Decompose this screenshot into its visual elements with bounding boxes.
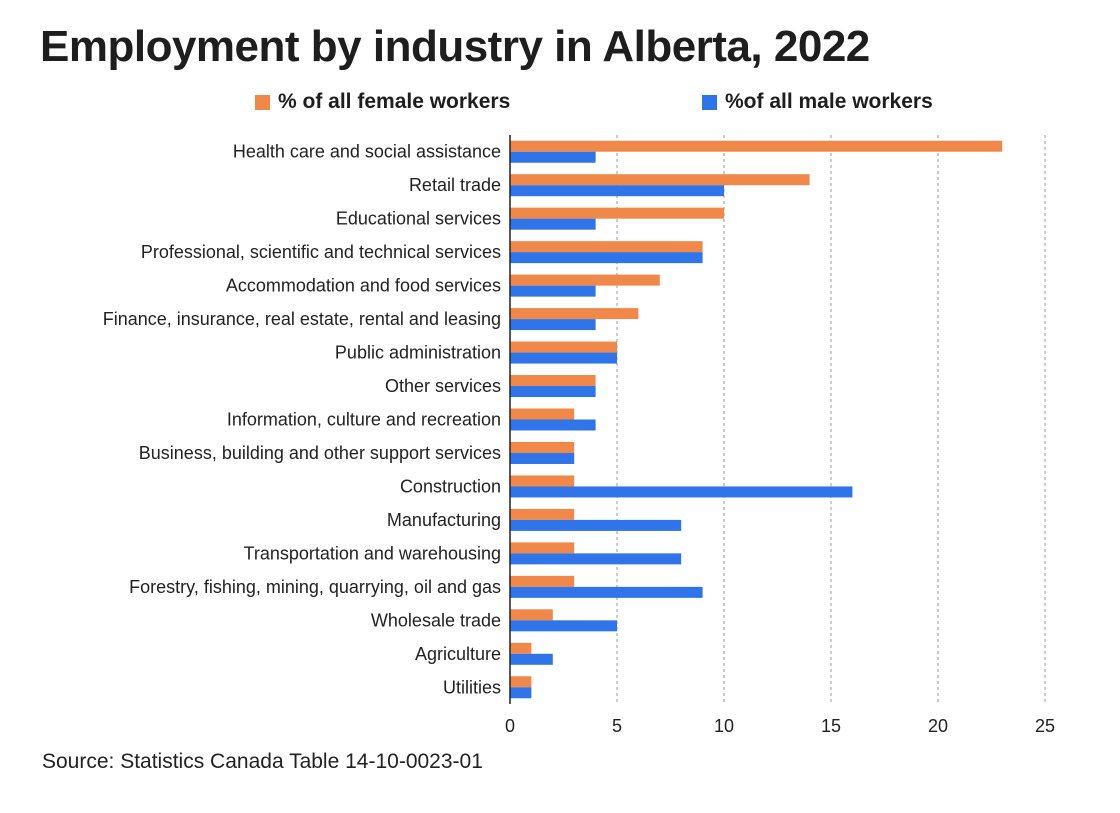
bar-male xyxy=(510,386,596,398)
bar-female xyxy=(510,241,703,253)
bar-male xyxy=(510,687,532,699)
bar-female xyxy=(510,642,532,654)
source-note: Source: Statistics Canada Table 14-10-00… xyxy=(42,750,483,773)
bar-female xyxy=(510,508,575,520)
category-label: Health care and social assistance xyxy=(233,142,501,162)
x-tick-label: 20 xyxy=(928,716,948,736)
category-label: Information, culture and recreation xyxy=(227,410,501,430)
bar-female xyxy=(510,408,575,420)
bar-male xyxy=(510,519,682,531)
category-label: Professional, scientific and technical s… xyxy=(141,242,501,262)
x-tick-label: 10 xyxy=(714,716,734,736)
bar-male xyxy=(510,553,682,565)
bar-male xyxy=(510,620,617,632)
legend-item-female: % of all female workers xyxy=(255,90,510,114)
bar-female xyxy=(510,140,1003,152)
category-label: Forestry, fishing, mining, quarrying, oi… xyxy=(129,577,501,597)
bar-female xyxy=(510,174,810,186)
x-tick-label: 0 xyxy=(505,716,515,736)
category-label: Public administration xyxy=(335,343,501,363)
bar-female xyxy=(510,341,617,353)
bar-male xyxy=(510,185,724,197)
bar-female xyxy=(510,542,575,554)
bar-female xyxy=(510,375,596,387)
bar-male xyxy=(510,218,596,230)
bar-male xyxy=(510,352,617,364)
category-label: Business, building and other support ser… xyxy=(139,443,501,463)
category-label: Finance, insurance, real estate, rental … xyxy=(103,309,501,329)
category-label: Retail trade xyxy=(409,175,501,195)
bar-male xyxy=(510,653,553,665)
category-label: Construction xyxy=(400,476,501,496)
bar-male xyxy=(510,486,853,498)
legend-swatch-male xyxy=(702,94,717,110)
bar-female xyxy=(510,308,639,320)
legend-swatch-female xyxy=(255,94,270,110)
bar-male xyxy=(510,252,703,264)
bar-female xyxy=(510,207,724,219)
bar-female xyxy=(510,274,660,286)
category-label: Other services xyxy=(385,376,501,396)
category-label: Utilities xyxy=(443,677,501,697)
bar-male xyxy=(510,151,596,163)
x-tick-label: 25 xyxy=(1035,716,1055,736)
category-label: Agriculture xyxy=(415,644,501,664)
bar-female xyxy=(510,609,553,621)
bar-male xyxy=(510,452,575,464)
bar-male xyxy=(510,586,703,598)
bar-male xyxy=(510,285,596,297)
x-tick-label: 5 xyxy=(612,716,622,736)
category-label: Wholesale trade xyxy=(371,610,501,630)
category-label: Manufacturing xyxy=(387,510,501,530)
bar-male xyxy=(510,419,596,431)
legend-item-male: %of all male workers xyxy=(702,90,933,114)
category-label: Transportation and warehousing xyxy=(244,543,502,563)
bar-female xyxy=(510,475,575,487)
category-label: Educational services xyxy=(336,209,501,229)
legend-label-male: %of all male workers xyxy=(725,90,933,113)
legend-label-female: % of all female workers xyxy=(278,90,511,113)
bar-male xyxy=(510,319,596,331)
x-tick-label: 15 xyxy=(821,716,841,736)
bar-female xyxy=(510,441,575,453)
chart-title: Employment by industry in Alberta, 2022 xyxy=(40,22,870,71)
bar-female xyxy=(510,575,575,587)
bar-female xyxy=(510,676,532,688)
category-label: Accommodation and food services xyxy=(226,276,501,296)
